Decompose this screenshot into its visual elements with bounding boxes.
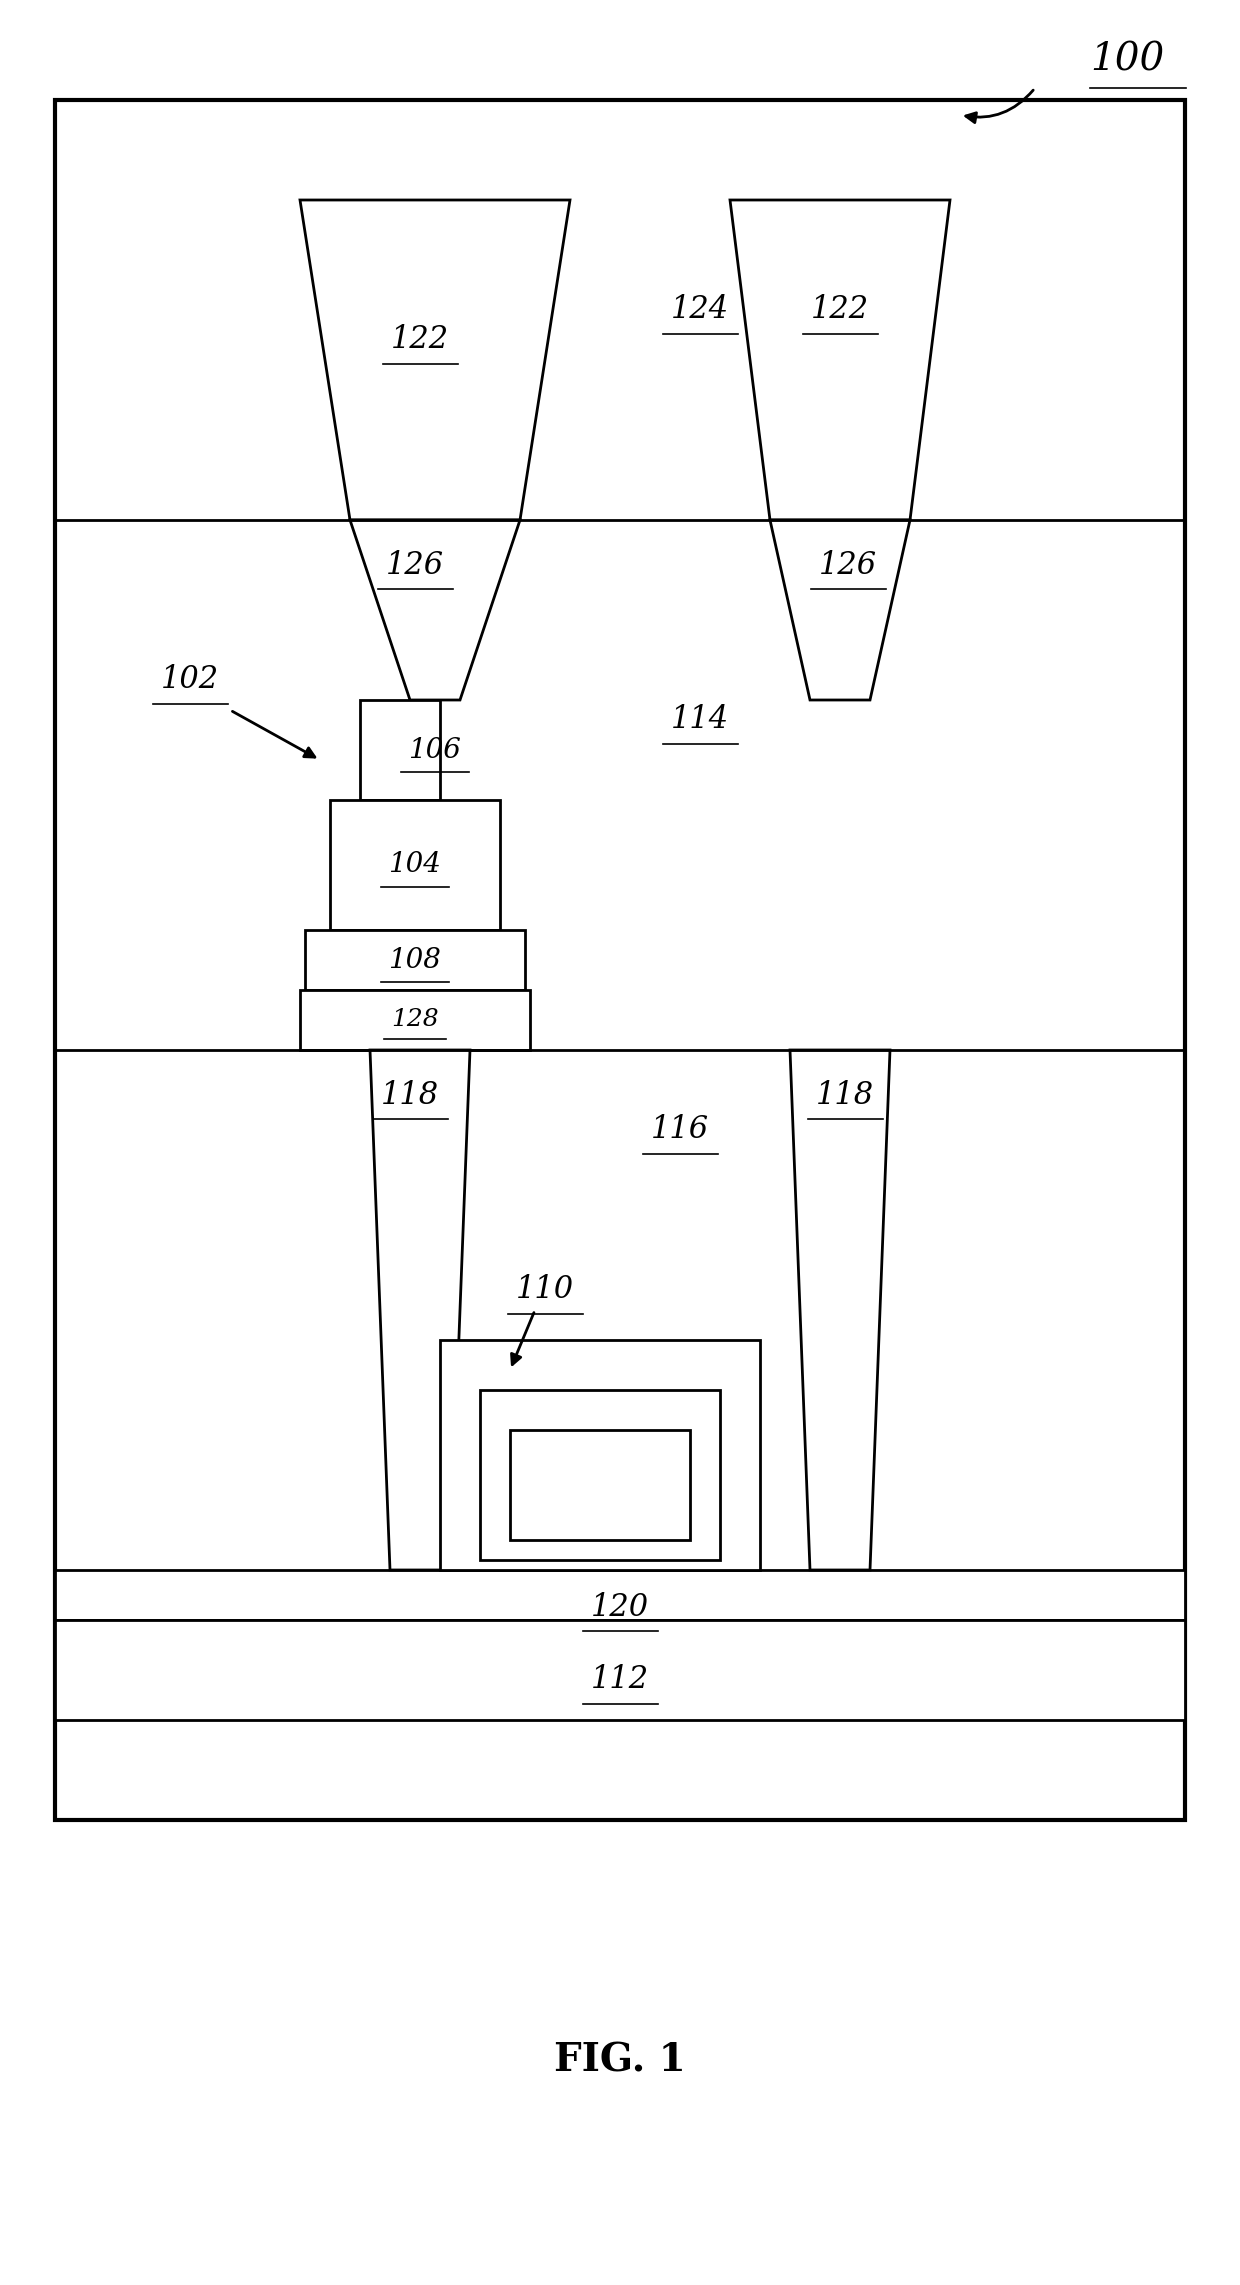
Bar (440, 1339, 760, 1570)
Polygon shape (300, 201, 570, 521)
Text: 128: 128 (391, 1008, 439, 1031)
Bar (55, 1620, 1185, 1721)
Text: 118: 118 (381, 1079, 439, 1111)
Bar (480, 1389, 720, 1561)
Bar (55, 1570, 1185, 1620)
Bar (510, 1430, 689, 1540)
Text: 120: 120 (591, 1590, 649, 1622)
Bar (360, 699, 440, 800)
Polygon shape (370, 1051, 470, 1570)
Bar (55, 101, 1185, 1819)
Text: 104: 104 (388, 852, 441, 877)
Polygon shape (790, 1051, 890, 1570)
Text: 106: 106 (408, 736, 461, 763)
Bar (330, 800, 500, 930)
Text: 102: 102 (161, 665, 219, 695)
Text: 126: 126 (818, 548, 877, 580)
Polygon shape (730, 201, 950, 521)
Text: 112: 112 (591, 1663, 649, 1695)
Text: 122: 122 (811, 295, 869, 324)
Text: FIG. 1: FIG. 1 (554, 2041, 686, 2079)
Text: 108: 108 (388, 946, 441, 973)
Bar (300, 989, 529, 1051)
Text: 100: 100 (1090, 41, 1164, 78)
Text: 118: 118 (816, 1079, 874, 1111)
Bar (305, 930, 525, 989)
Text: 126: 126 (386, 548, 444, 580)
Text: 110: 110 (516, 1275, 574, 1305)
Text: 114: 114 (671, 704, 729, 736)
Polygon shape (770, 521, 910, 699)
Polygon shape (350, 521, 520, 699)
Text: 124: 124 (671, 295, 729, 324)
Text: 116: 116 (651, 1115, 709, 1145)
Text: 122: 122 (391, 324, 449, 356)
